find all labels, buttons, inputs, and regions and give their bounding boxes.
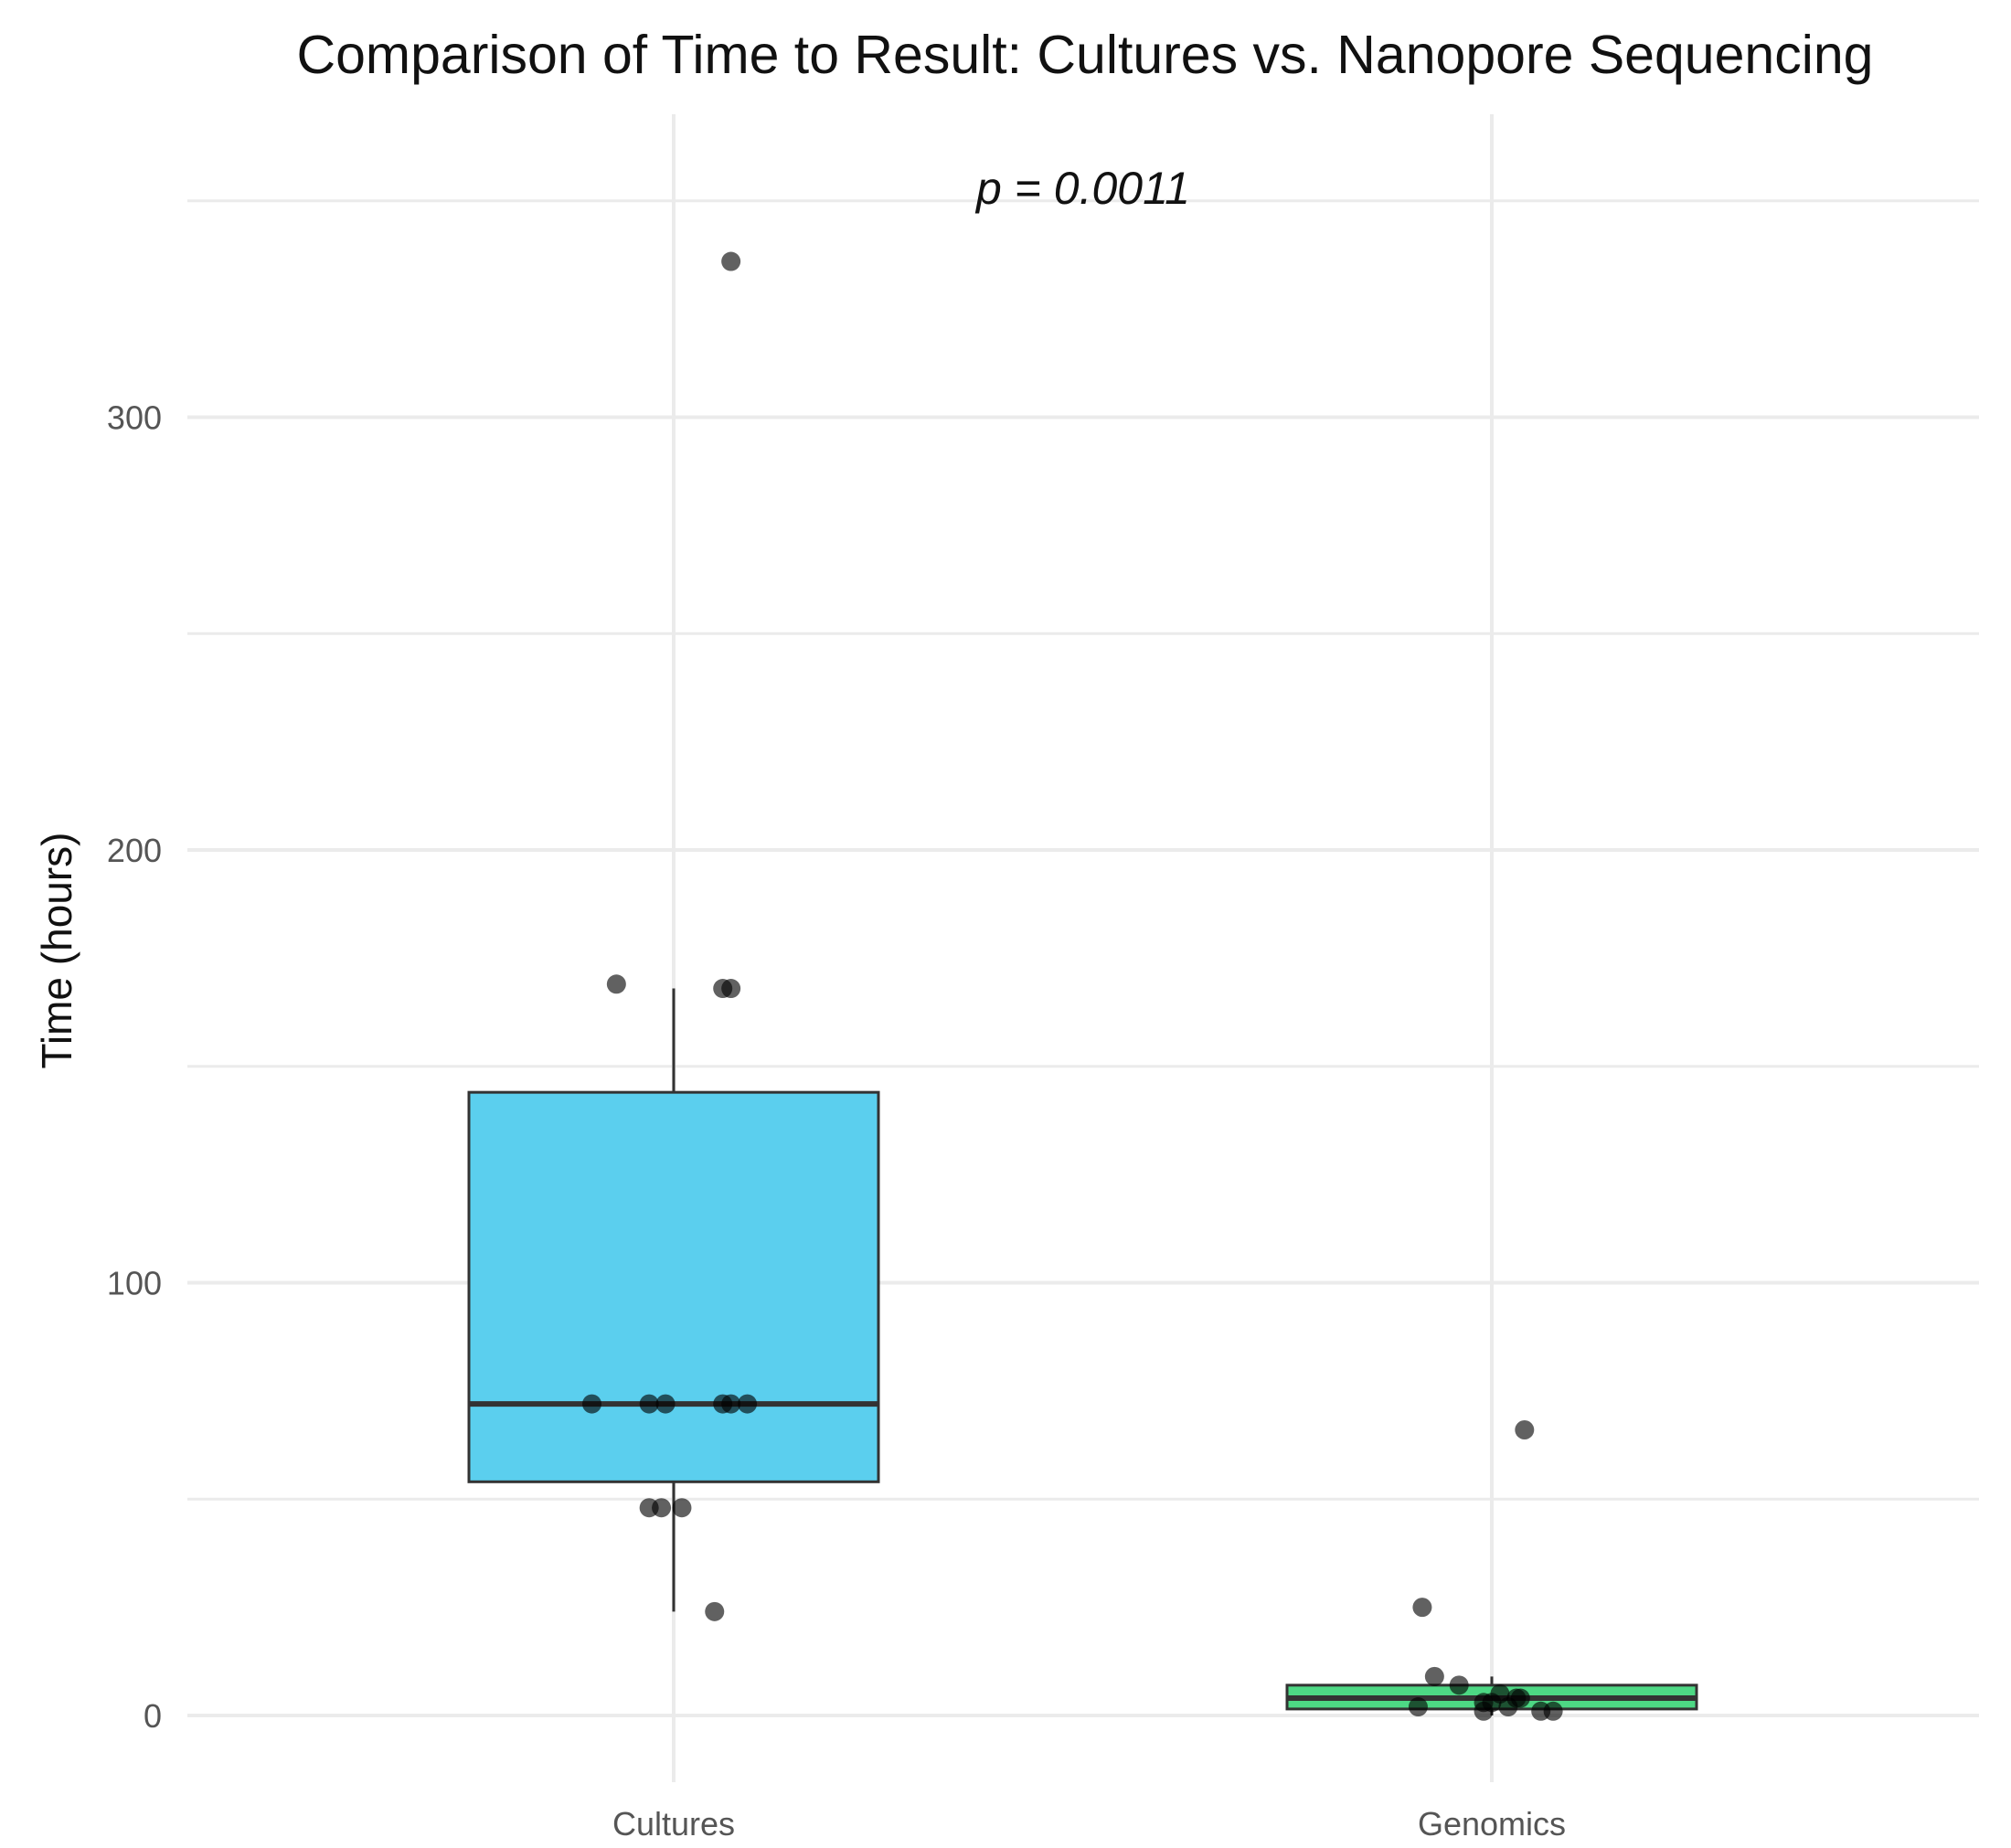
box-cultures: [467, 988, 880, 1612]
data-point: [582, 1394, 601, 1414]
x-tick-labels: Cultures Genomics: [612, 1805, 1566, 1843]
y-tick-labels: 0 100 200 300: [107, 399, 162, 1736]
data-point: [1408, 1697, 1428, 1717]
data-point: [1515, 1419, 1535, 1439]
data-point: [738, 1394, 758, 1414]
data-points: [582, 251, 1563, 1721]
data-point: [721, 1394, 741, 1414]
data-point: [1424, 1666, 1444, 1686]
data-point: [655, 1394, 676, 1414]
y-tick-label: 100: [107, 1265, 162, 1302]
data-point: [721, 979, 741, 999]
y-tick-label: 200: [107, 832, 162, 869]
chart-title: Comparison of Time to Result: Cultures v…: [297, 25, 1874, 85]
box-body: [467, 1090, 880, 1483]
x-tick-label: Cultures: [612, 1805, 735, 1843]
boxes: [467, 988, 1698, 1715]
data-point: [1474, 1701, 1494, 1721]
data-point: [639, 1394, 659, 1414]
y-tick-label: 0: [144, 1697, 162, 1735]
y-tick-label: 300: [107, 399, 162, 437]
data-point: [1449, 1675, 1469, 1695]
data-point: [1543, 1701, 1563, 1721]
data-point: [652, 1498, 672, 1518]
p-value-annotation: p = 0.0011: [974, 163, 1190, 214]
data-point: [705, 1601, 725, 1621]
grid: [187, 114, 1979, 1782]
data-point: [721, 251, 741, 271]
data-point: [606, 974, 626, 994]
data-point: [1412, 1598, 1432, 1618]
data-point: [1498, 1697, 1518, 1717]
x-tick-label: Genomics: [1418, 1805, 1566, 1843]
y-axis-title: Time (hours): [33, 833, 80, 1069]
data-point: [672, 1498, 692, 1518]
